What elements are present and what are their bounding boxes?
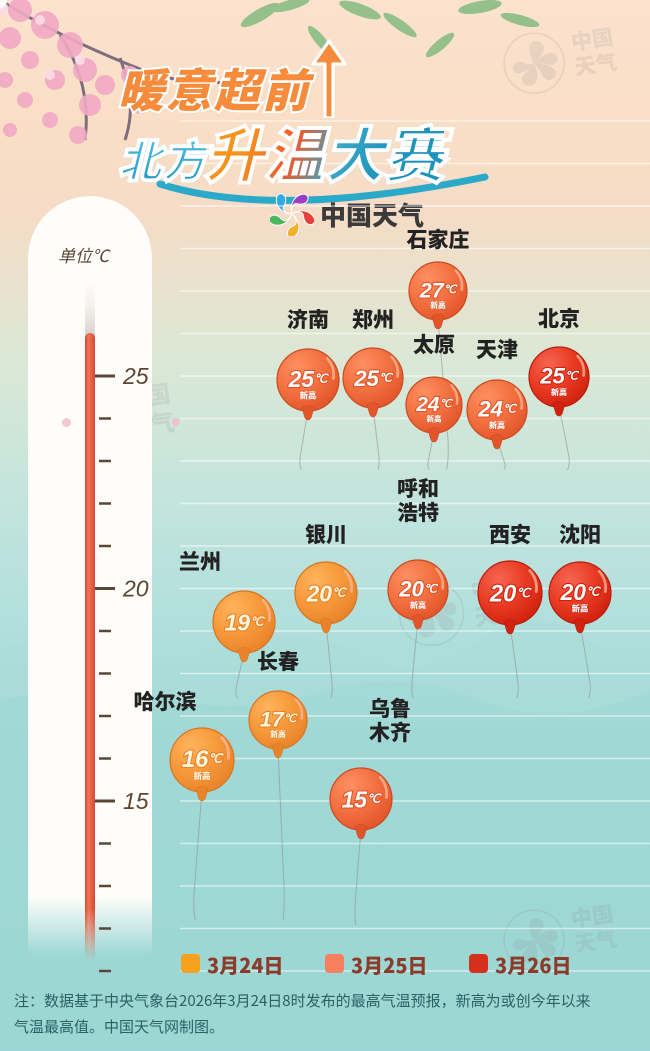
svg-text:新高: 新高 bbox=[551, 387, 567, 398]
svg-text:新高: 新高 bbox=[410, 600, 426, 611]
svg-text:新高: 新高 bbox=[270, 729, 286, 740]
svg-text:新高: 新高 bbox=[300, 389, 317, 401]
svg-text:新高: 新高 bbox=[193, 770, 211, 782]
svg-text:新高: 新高 bbox=[572, 602, 589, 614]
svg-text:新高: 新高 bbox=[430, 300, 446, 311]
svg-text:新高: 新高 bbox=[489, 420, 505, 431]
svg-text:新高: 新高 bbox=[427, 414, 442, 425]
